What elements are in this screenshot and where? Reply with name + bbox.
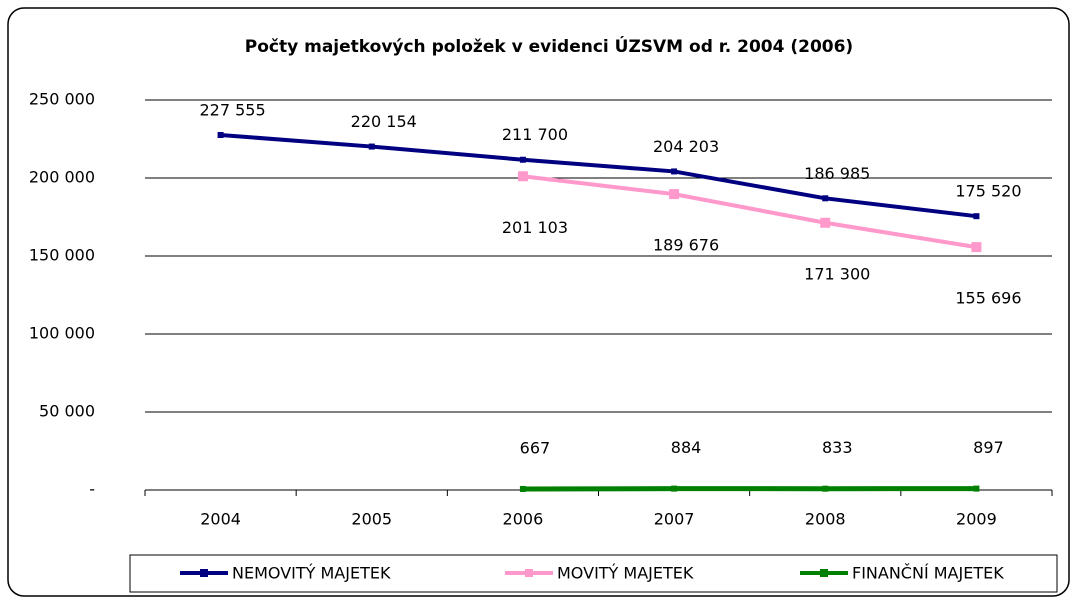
legend-marker	[525, 569, 533, 577]
y-tick-label: -	[89, 480, 95, 499]
data-label: 175 520	[955, 182, 1021, 201]
data-label: 220 154	[351, 112, 417, 131]
marker	[822, 485, 829, 492]
data-label: 171 300	[804, 264, 870, 283]
series-line	[522, 174, 977, 250]
marker	[519, 156, 526, 163]
data-label: 897	[973, 438, 1004, 457]
legend-label: NEMOVITÝ MAJETEK	[232, 564, 391, 583]
marker	[822, 195, 829, 202]
legend-label: FINANČNÍ MAJETEK	[852, 564, 1004, 583]
marker	[669, 189, 680, 200]
data-label: 155 696	[955, 289, 1021, 308]
y-tick-label: 50 000	[39, 402, 95, 421]
data-label: 884	[671, 438, 702, 457]
y-tick-label: 250 000	[29, 90, 95, 109]
marker	[368, 143, 375, 150]
data-label: 201 103	[502, 218, 568, 237]
marker	[973, 485, 980, 492]
marker	[517, 171, 528, 182]
marker	[671, 485, 678, 492]
legend-label: MOVITÝ MAJETEK	[557, 564, 694, 583]
marker	[519, 485, 526, 492]
x-tick-label: 2005	[351, 510, 392, 529]
data-label: 189 676	[653, 236, 719, 255]
x-tick-label: 2007	[654, 510, 695, 529]
data-label: 186 985	[804, 164, 870, 183]
series-line	[220, 133, 977, 219]
y-tick-label: 200 000	[29, 168, 95, 187]
y-tick-label: 150 000	[29, 246, 95, 265]
chart-frame	[7, 7, 1070, 597]
legend-box	[129, 554, 1058, 593]
x-tick-label: 2004	[200, 510, 241, 529]
data-label: 833	[822, 438, 853, 457]
legend-marker	[820, 569, 828, 577]
data-label: 227 555	[199, 101, 265, 120]
x-tick-label: 2009	[956, 510, 997, 529]
marker	[671, 168, 678, 175]
y-tick-label: 100 000	[29, 324, 95, 343]
legend-marker	[200, 569, 208, 577]
marker	[217, 132, 224, 139]
data-label: 211 700	[502, 125, 568, 144]
marker	[973, 213, 980, 220]
marker	[820, 217, 831, 228]
data-label: 667	[520, 438, 551, 457]
data-label: 204 203	[653, 137, 719, 156]
x-tick-label: 2008	[805, 510, 846, 529]
marker	[971, 242, 982, 253]
chart-title: Počty majetkových položek v evidenci ÚZS…	[245, 35, 853, 57]
x-tick-label: 2006	[503, 510, 544, 529]
